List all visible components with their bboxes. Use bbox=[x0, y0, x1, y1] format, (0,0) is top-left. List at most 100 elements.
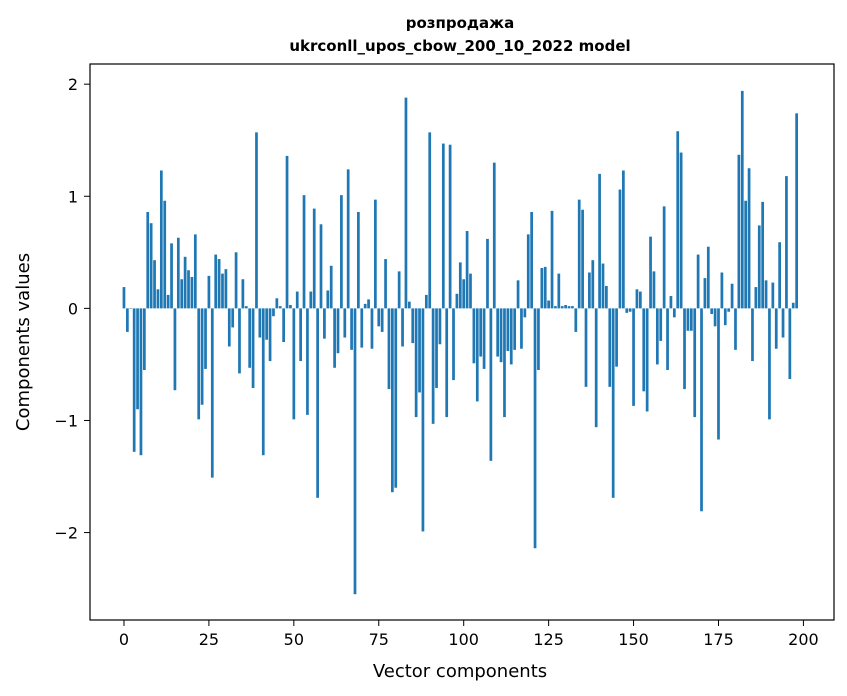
bar bbox=[618, 189, 622, 309]
bar bbox=[448, 144, 452, 309]
bar bbox=[180, 279, 184, 309]
bar bbox=[139, 308, 143, 456]
bar bbox=[441, 143, 445, 309]
bar bbox=[554, 306, 557, 309]
bar bbox=[445, 308, 449, 418]
bar bbox=[645, 308, 649, 412]
bar bbox=[693, 308, 697, 418]
bar bbox=[458, 262, 462, 309]
bar bbox=[703, 278, 707, 309]
bar bbox=[238, 308, 241, 374]
bar bbox=[720, 272, 724, 309]
bar bbox=[190, 276, 194, 309]
bar bbox=[214, 254, 218, 309]
bar bbox=[295, 291, 299, 309]
bar bbox=[584, 308, 588, 387]
x-axis-label: Vector components bbox=[373, 661, 547, 682]
y-axis-label: Components values bbox=[13, 253, 34, 431]
bar bbox=[649, 236, 652, 309]
bar bbox=[391, 308, 394, 493]
bar bbox=[530, 211, 533, 309]
bar bbox=[696, 254, 700, 309]
bar bbox=[625, 308, 629, 313]
bar bbox=[669, 296, 673, 309]
bar bbox=[299, 308, 302, 362]
bar bbox=[642, 308, 646, 392]
bar bbox=[326, 290, 330, 309]
bar bbox=[523, 308, 527, 318]
bar bbox=[577, 199, 581, 309]
bar bbox=[380, 308, 384, 332]
bar bbox=[360, 308, 364, 348]
bar bbox=[231, 308, 235, 328]
x-tick-label: 50 bbox=[284, 630, 304, 649]
bar bbox=[475, 308, 479, 402]
bar bbox=[764, 280, 768, 309]
bar bbox=[706, 246, 710, 309]
bar bbox=[469, 273, 472, 309]
bar bbox=[309, 291, 313, 309]
bar bbox=[285, 155, 289, 309]
bar bbox=[608, 308, 612, 387]
bar bbox=[679, 152, 683, 309]
bar bbox=[370, 308, 374, 349]
bar bbox=[533, 308, 537, 549]
bar bbox=[717, 308, 720, 440]
bar bbox=[781, 308, 785, 338]
bar bbox=[183, 256, 187, 309]
bar bbox=[265, 308, 269, 340]
chart-title-line-2: ukrconll_upos_cbow_200_10_2022 model bbox=[289, 37, 630, 55]
bar bbox=[791, 302, 795, 309]
bar bbox=[363, 303, 367, 309]
bar bbox=[411, 308, 415, 344]
bar bbox=[414, 308, 418, 418]
bar bbox=[272, 308, 275, 317]
bar bbox=[747, 168, 751, 309]
bar bbox=[255, 132, 258, 309]
bar bbox=[227, 308, 231, 347]
bar bbox=[537, 308, 540, 371]
bar bbox=[435, 308, 438, 388]
bar bbox=[275, 298, 279, 309]
bar-series bbox=[122, 90, 798, 595]
bar bbox=[418, 308, 421, 393]
bar bbox=[635, 289, 639, 309]
bar bbox=[662, 206, 666, 309]
bar bbox=[261, 308, 265, 456]
bar bbox=[431, 308, 435, 424]
bar bbox=[149, 223, 153, 309]
bar bbox=[676, 131, 680, 309]
bar bbox=[506, 308, 510, 351]
bar bbox=[204, 308, 207, 369]
bar bbox=[176, 237, 180, 309]
bar bbox=[639, 291, 642, 309]
bar bbox=[727, 308, 731, 312]
bar bbox=[302, 195, 306, 309]
bar bbox=[377, 308, 381, 327]
chart-title-line-1: розпродажа bbox=[406, 14, 514, 32]
bar bbox=[193, 234, 197, 309]
bar bbox=[710, 308, 714, 314]
bar bbox=[329, 265, 333, 309]
bar bbox=[605, 285, 608, 309]
bar bbox=[132, 308, 136, 452]
bar bbox=[540, 268, 544, 309]
bar bbox=[503, 308, 506, 418]
bar bbox=[438, 308, 442, 345]
bar bbox=[306, 308, 309, 415]
bar bbox=[251, 308, 255, 388]
bar bbox=[333, 308, 336, 368]
y-tick-label: −2 bbox=[54, 524, 78, 543]
bar bbox=[210, 308, 214, 478]
bar bbox=[224, 269, 228, 309]
bar bbox=[394, 308, 398, 488]
bar bbox=[126, 308, 129, 332]
bar bbox=[217, 259, 221, 309]
y-axis: 2 1 0 −1 −2 bbox=[54, 75, 90, 543]
x-tick-label: 150 bbox=[618, 630, 649, 649]
bar bbox=[757, 225, 761, 309]
bar bbox=[550, 210, 554, 309]
bar bbox=[628, 308, 632, 312]
bar bbox=[774, 308, 778, 349]
